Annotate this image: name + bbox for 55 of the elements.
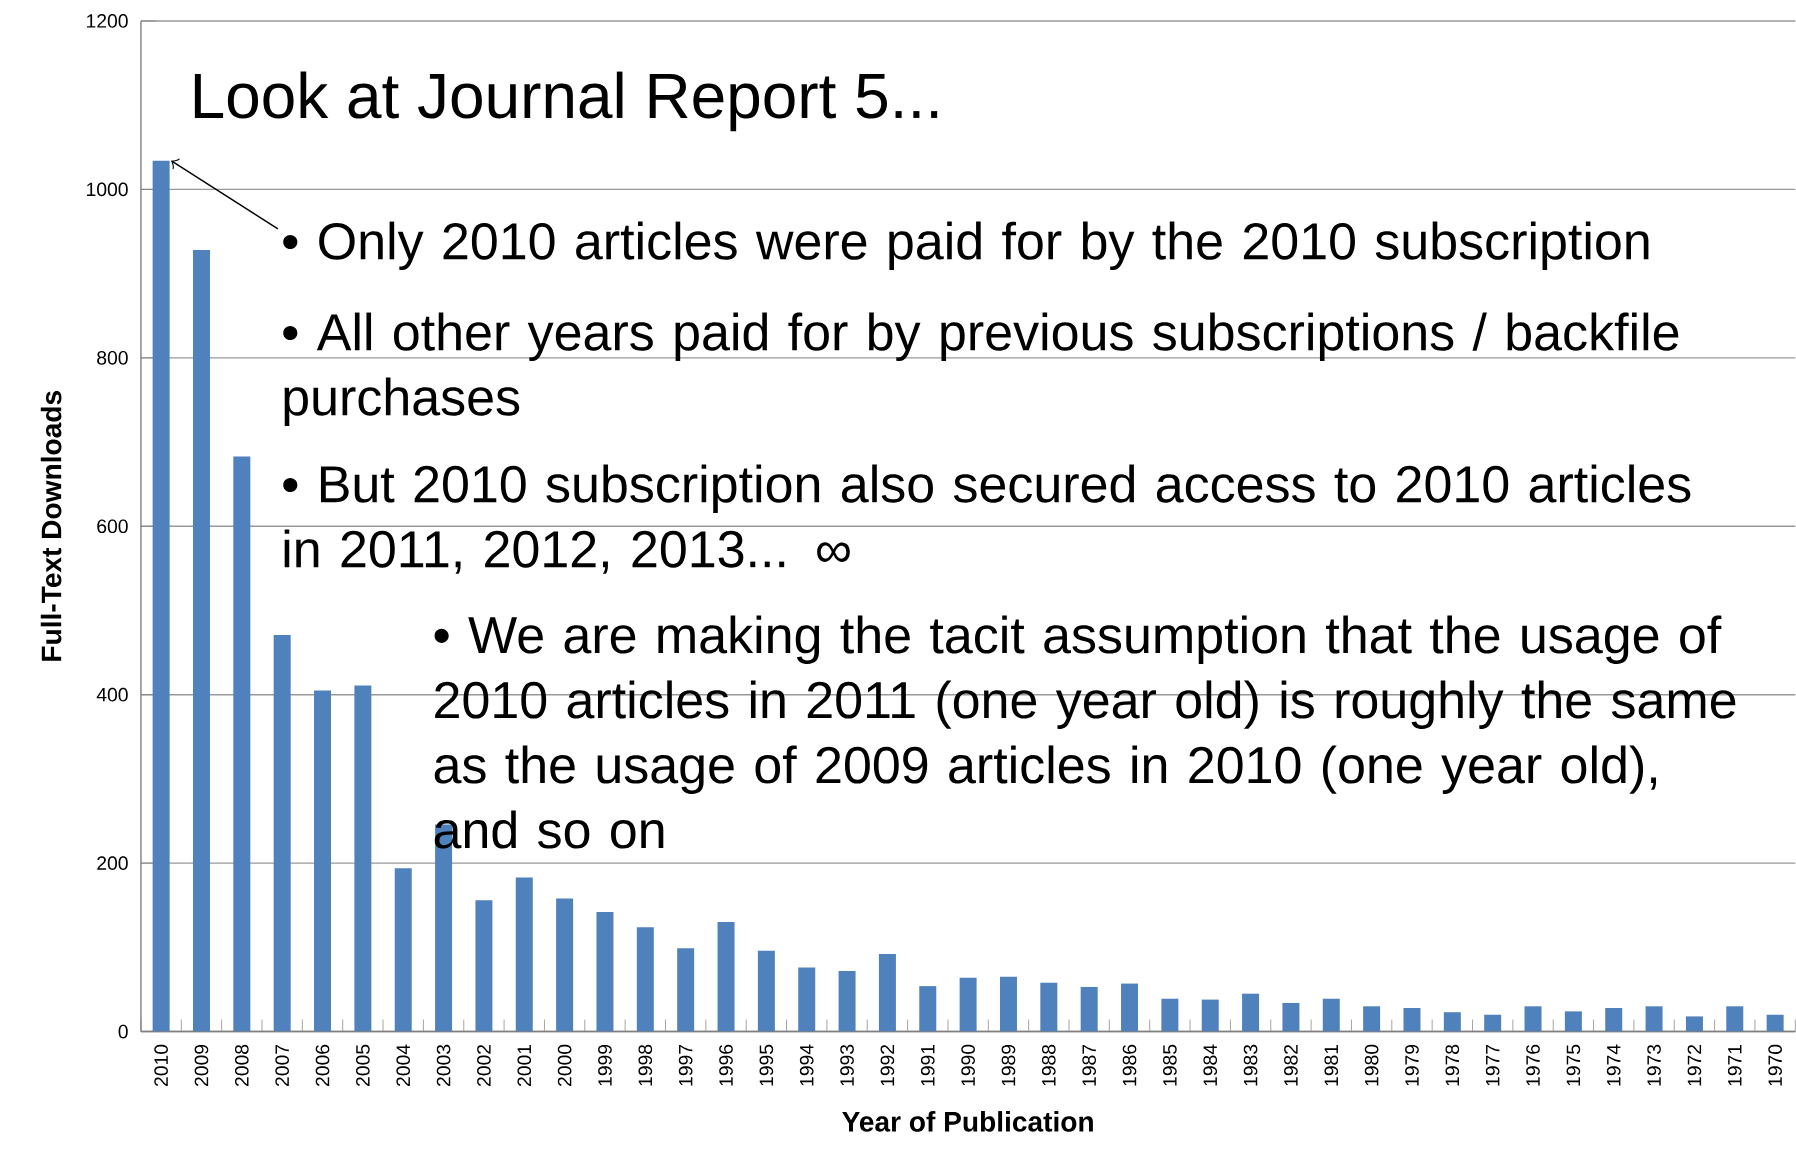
x-tick-label: 2010 — [154, 1045, 168, 1087]
x-tick-label: 1998 — [638, 1045, 653, 1086]
annotation: • Only 2010 articles were paid for by the 2010 subscription — [283, 221, 1649, 271]
x-tick-label: 1989 — [1001, 1045, 1016, 1086]
x-tick-label: 2005 — [356, 1045, 370, 1087]
x-tick-label: 1992 — [880, 1045, 895, 1086]
y-axis-title: Full-Text Downloads — [40, 391, 62, 661]
annotation: • All other years paid for by previous subscriptions / backfile purchases — [283, 312, 1679, 427]
x-tick-label: 1997 — [678, 1045, 693, 1086]
x-tick-label: 1999 — [598, 1045, 612, 1086]
y-tick-label: 200 — [97, 856, 128, 871]
x-tick-label: 1971 — [1727, 1045, 1742, 1086]
annotation: • We are making the tacit assumption that the usage of 2010 articles in 2011 (one year old) is roughly the same as the usage of 2009 articles in 2010 (one year old), and so on — [434, 615, 1736, 849]
x-tick-label: 1978 — [1445, 1045, 1460, 1086]
y-tick-label: 1200 — [87, 14, 128, 29]
x-tick-label: 2004 — [396, 1044, 411, 1087]
y-tick-label: 1000 — [87, 182, 128, 197]
x-tick-label: 1976 — [1526, 1045, 1540, 1086]
y-tick-label: 800 — [97, 351, 128, 365]
x-tick-label: 1995 — [759, 1045, 774, 1086]
text: Look at Journal Report 5... — [194, 71, 938, 132]
x-tick-label: 2007 — [275, 1045, 289, 1087]
x-tick-label: 2009 — [194, 1045, 209, 1087]
x-tick-label: 1972 — [1687, 1045, 1702, 1086]
x-tick-label: 1993 — [840, 1045, 854, 1086]
x-tick-label: 1983 — [1243, 1045, 1258, 1086]
x-tick-label: 2006 — [315, 1045, 330, 1087]
x-axis-title: Year of Publication — [842, 1111, 1093, 1132]
x-tick-label: 1977 — [1485, 1045, 1500, 1086]
x-tick-label: 1988 — [1041, 1045, 1056, 1086]
x-tick-label: 1991 — [920, 1045, 935, 1086]
x-tick-label: 1994 — [799, 1044, 814, 1086]
x-tick-label: 1996 — [719, 1045, 733, 1086]
x-tick-label: 1984 — [1203, 1044, 1218, 1086]
annotation: • But 2010 subscription also secured access to 2010 articles in 2011, 2012, 2013... ∞ — [283, 464, 1691, 575]
x-tick-label: 1986 — [1122, 1045, 1137, 1086]
x-tick-label: 1974 — [1606, 1044, 1621, 1086]
x-tick-label: 1982 — [1284, 1045, 1298, 1086]
x-tick-label: 1987 — [1082, 1045, 1096, 1086]
x-tick-label: 1975 — [1566, 1045, 1581, 1086]
x-tick-label: 2008 — [234, 1045, 249, 1087]
x-tick-label: 2003 — [436, 1045, 451, 1087]
x-tick-label: 2001 — [517, 1045, 532, 1087]
y-tick-label: 600 — [97, 519, 128, 534]
x-tick-label: 1970 — [1768, 1045, 1782, 1086]
x-tick-label: 1990 — [961, 1045, 975, 1086]
x-tick-label: 1973 — [1647, 1045, 1661, 1086]
y-tick-label: 0 — [118, 1024, 128, 1039]
x-tick-label: 1980 — [1364, 1045, 1379, 1086]
x-tick-label: 2002 — [477, 1045, 491, 1087]
x-tick-label: 1979 — [1405, 1045, 1419, 1086]
x-tick-label: 1981 — [1324, 1045, 1339, 1086]
y-tick-label: 400 — [96, 688, 128, 702]
x-tick-label: 1985 — [1163, 1045, 1177, 1086]
x-tick-label: 2000 — [557, 1045, 572, 1087]
